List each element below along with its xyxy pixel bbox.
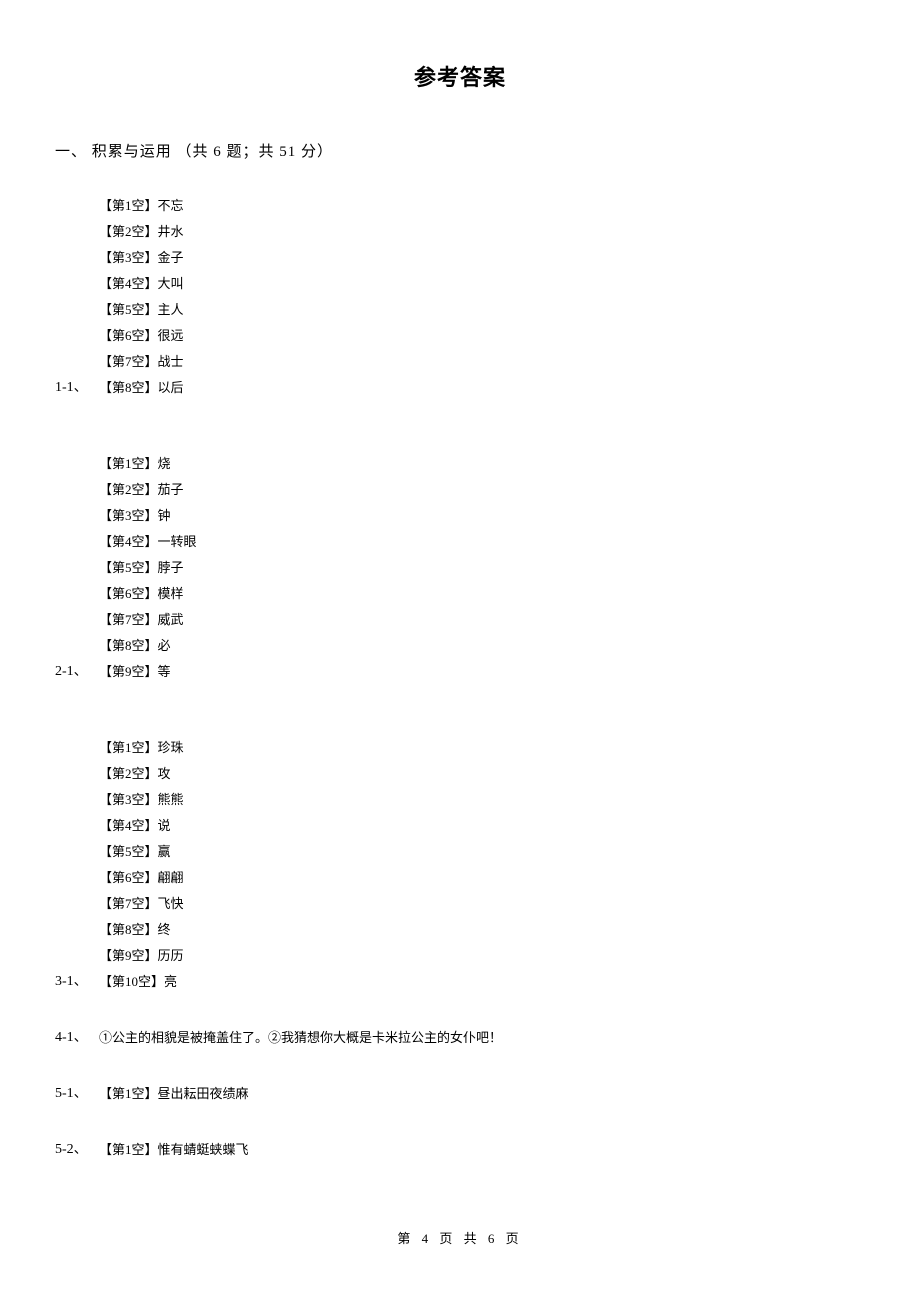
answer-item: 【第7空】威武 [99,607,865,633]
spacer [55,411,865,451]
answer-group-5-1: 5-1、 【第1空】昼出耘田夜绩麻 [55,1081,865,1107]
answer-item: 【第4空】说 [99,813,865,839]
answer-item: 【第9空】历历 [99,943,865,969]
group-label-1: 1-1、 [55,375,88,401]
answer-item: 【第10空】亮 [99,969,865,995]
answer-item: 【第9空】等 [99,659,865,685]
answer-list-2: 【第1空】烧 【第2空】茄子 【第3空】钟 【第4空】一转眼 【第5空】脖子 【… [99,451,865,685]
group-label-4: 4-1、 [55,1025,88,1051]
answer-item: 【第2空】茄子 [99,477,865,503]
group-label-5-2: 5-2、 [55,1137,88,1163]
answer-item: 【第1空】不忘 [99,193,865,219]
answer-item: 【第2空】攻 [99,761,865,787]
group-label-2: 2-1、 [55,659,88,685]
answer-item: 【第1空】烧 [99,451,865,477]
answer-group-2: 【第1空】烧 【第2空】茄子 【第3空】钟 【第4空】一转眼 【第5空】脖子 【… [55,451,865,685]
answer-item: 【第6空】翩翩 [99,865,865,891]
answer-group-5-2: 5-2、 【第1空】惟有蜻蜓蛱蝶飞 [55,1137,865,1163]
answer-text-4: ①公主的相貌是被掩盖住了。②我猜想你大概是卡米拉公主的女仆吧！ [99,1025,865,1051]
answer-item: 【第5空】脖子 [99,555,865,581]
answer-item: 【第3空】钟 [99,503,865,529]
answer-item: 【第3空】金子 [99,245,865,271]
answer-item: 【第5空】赢 [99,839,865,865]
answer-item: 【第3空】熊熊 [99,787,865,813]
group-label-3: 3-1、 [55,969,88,995]
answer-item: 【第4空】大叫 [99,271,865,297]
answer-list-1: 【第1空】不忘 【第2空】井水 【第3空】金子 【第4空】大叫 【第5空】主人 … [99,193,865,401]
answer-text-5-2: 【第1空】惟有蜻蜓蛱蝶飞 [99,1137,865,1163]
answer-group-4: 4-1、 ①公主的相貌是被掩盖住了。②我猜想你大概是卡米拉公主的女仆吧！ [55,1025,865,1051]
answer-item: 【第7空】飞快 [99,891,865,917]
page-title: 参考答案 [55,60,865,92]
answer-item: 【第7空】战士 [99,349,865,375]
answer-item: 【第4空】一转眼 [99,529,865,555]
answer-item: 【第1空】珍珠 [99,735,865,761]
group-label-5-1: 5-1、 [55,1081,88,1107]
answer-group-3: 【第1空】珍珠 【第2空】攻 【第3空】熊熊 【第4空】说 【第5空】赢 【第6… [55,735,865,995]
answer-item: 【第8空】以后 [99,375,865,401]
answer-text-5-1: 【第1空】昼出耘田夜绩麻 [99,1081,865,1107]
answer-item: 【第6空】很远 [99,323,865,349]
answer-list-3: 【第1空】珍珠 【第2空】攻 【第3空】熊熊 【第4空】说 【第5空】赢 【第6… [99,735,865,995]
answer-item: 【第5空】主人 [99,297,865,323]
spacer [55,695,865,735]
answer-item: 【第8空】终 [99,917,865,943]
section-header: 一、 积累与运用 （共 6 题；共 51 分） [55,140,865,161]
answer-item: 【第8空】必 [99,633,865,659]
page-footer: 第 4 页 共 6 页 [0,1228,920,1247]
answer-group-1: 【第1空】不忘 【第2空】井水 【第3空】金子 【第4空】大叫 【第5空】主人 … [55,193,865,401]
answer-item: 【第6空】模样 [99,581,865,607]
answer-item: 【第2空】井水 [99,219,865,245]
